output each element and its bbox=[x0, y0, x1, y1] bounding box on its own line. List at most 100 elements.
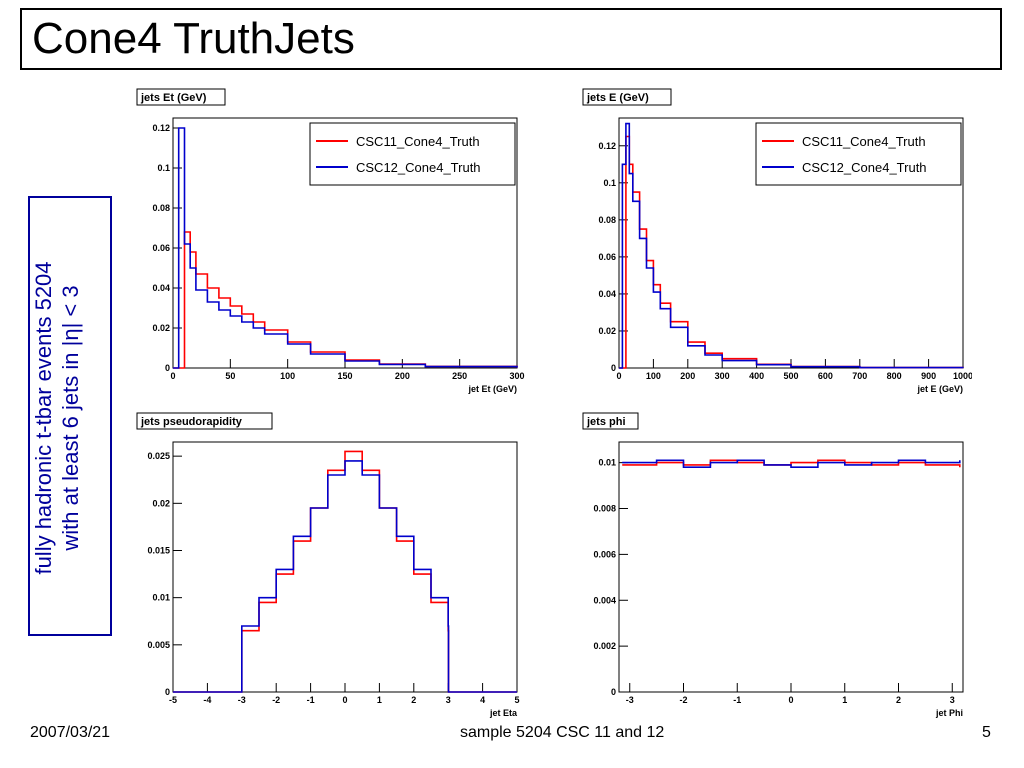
x-tick-label: 150 bbox=[337, 371, 352, 381]
x-tick-label: 4 bbox=[480, 695, 485, 705]
side-label: fully hadronic t-tbar events 5204 with a… bbox=[30, 198, 114, 638]
x-tick-label: 3 bbox=[446, 695, 451, 705]
jets-phi-plot: jets phi 0 0.002 0.004 0.006 0.008 0.01 -3 -2 -1 0… bbox=[582, 412, 964, 718]
jets-eta-plot: jets pseudorapidity 0 0.005 0.01 0.015 0.02 0.… bbox=[136, 412, 520, 718]
plot-title: jets pseudorapidity bbox=[140, 416, 243, 428]
y-tick-label: 0.04 bbox=[152, 283, 170, 293]
x-tick-label: 100 bbox=[280, 371, 295, 381]
x-tick-label: 1 bbox=[377, 695, 382, 705]
x-tick-label: 600 bbox=[818, 371, 833, 381]
side-label-line-2: with at least 6 jets in |η| < 3 bbox=[58, 285, 83, 551]
side-label-box: fully hadronic t-tbar events 5204 with a… bbox=[28, 196, 112, 636]
series-line-csc11 bbox=[173, 231, 518, 369]
x-tick-label: 50 bbox=[225, 371, 235, 381]
x-tick-label: 2 bbox=[896, 695, 901, 705]
legend-label: CSC12_Cone4_Truth bbox=[356, 160, 481, 175]
x-tick-label: 400 bbox=[749, 371, 764, 381]
x-tick-label: -3 bbox=[238, 695, 246, 705]
x-tick-label: 100 bbox=[646, 371, 661, 381]
legend-label: CSC12_Cone4_Truth bbox=[802, 160, 927, 175]
y-tick-label: 0.004 bbox=[593, 595, 616, 605]
plot-title: jets E (GeV) bbox=[586, 92, 649, 104]
x-tick-label: 700 bbox=[852, 371, 867, 381]
y-tick-label: 0 bbox=[611, 363, 616, 373]
y-tick-label: 0 bbox=[611, 687, 616, 697]
plot-title: jets Et (GeV) bbox=[140, 92, 207, 104]
x-tick-label: -1 bbox=[733, 695, 741, 705]
plot-frame bbox=[618, 441, 964, 693]
plot-title: jets phi bbox=[586, 416, 626, 428]
footer-description: sample 5204 CSC 11 and 12 bbox=[460, 724, 665, 741]
slide-title: Cone4 TruthJets bbox=[32, 14, 355, 63]
y-tick-label: 0.02 bbox=[598, 326, 616, 336]
y-tick-label: 0.1 bbox=[157, 163, 170, 173]
x-tick-label: 0 bbox=[616, 371, 621, 381]
x-tick-label: 900 bbox=[921, 371, 936, 381]
x-tick-label: -2 bbox=[679, 695, 687, 705]
x-tick-label: 250 bbox=[452, 371, 467, 381]
y-tick-label: 0.025 bbox=[147, 451, 170, 461]
jets-et-plot: jets Et (GeV) 0 0.02 0.04 0.06 0.08 0.1 0.12 0 50… bbox=[136, 88, 525, 394]
x-tick-label: 2 bbox=[411, 695, 416, 705]
slide-title-box: Cone4 TruthJets bbox=[20, 8, 1002, 70]
legend-label: CSC11_Cone4_Truth bbox=[802, 134, 926, 149]
x-tick-label: 300 bbox=[509, 371, 524, 381]
y-tick-label: 0.015 bbox=[147, 545, 170, 555]
x-tick-label: 300 bbox=[715, 371, 730, 381]
x-tick-label: -4 bbox=[203, 695, 211, 705]
y-tick-label: 0.06 bbox=[598, 252, 616, 262]
y-tick-label: 0.04 bbox=[598, 289, 616, 299]
x-tick-label: 1000 bbox=[953, 371, 972, 381]
series-line-csc12 bbox=[173, 127, 518, 369]
y-tick-label: 0.02 bbox=[152, 498, 170, 508]
y-tick-label: 0.008 bbox=[593, 504, 616, 514]
plot-title-box bbox=[136, 88, 226, 106]
plot-title-box bbox=[582, 412, 639, 430]
y-tick-label: 0.1 bbox=[603, 178, 616, 188]
x-tick-label: 3 bbox=[950, 695, 955, 705]
y-tick-label: 0 bbox=[165, 687, 170, 697]
y-tick-label: 0.12 bbox=[598, 141, 616, 151]
y-tick-label: 0.08 bbox=[152, 203, 170, 213]
x-tick-label: -5 bbox=[169, 695, 177, 705]
footer-date: 2007/03/21 bbox=[30, 724, 111, 741]
x-tick-label: -1 bbox=[307, 695, 315, 705]
y-tick-label: 0 bbox=[165, 363, 170, 373]
y-tick-label: 0.12 bbox=[152, 123, 170, 133]
legend-box bbox=[755, 122, 962, 186]
x-axis-label: jet Et (GeV) bbox=[467, 384, 517, 394]
x-tick-label: -3 bbox=[626, 695, 634, 705]
x-tick-label: 5 bbox=[514, 695, 519, 705]
x-tick-label: 200 bbox=[680, 371, 695, 381]
x-tick-label: 200 bbox=[395, 371, 410, 381]
y-tick-label: 0.01 bbox=[598, 458, 616, 468]
series-line-csc12 bbox=[173, 460, 517, 693]
x-axis-label: jet E (GeV) bbox=[916, 384, 963, 394]
legend-box bbox=[309, 122, 516, 186]
series-line-csc12 bbox=[622, 459, 961, 468]
plot-frame bbox=[172, 441, 518, 693]
x-tick-label: 500 bbox=[783, 371, 798, 381]
y-tick-label: 0.002 bbox=[593, 641, 616, 651]
jets-e-plot: jets E (GeV) 0 0.02 0.04 0.06 0.08 0.1 0.12 0 100… bbox=[582, 88, 972, 394]
y-tick-label: 0.005 bbox=[147, 640, 170, 650]
x-axis-label: jet Eta bbox=[489, 708, 518, 718]
x-tick-label: 800 bbox=[887, 371, 902, 381]
y-tick-label: 0.006 bbox=[593, 549, 616, 559]
side-label-line-1: fully hadronic t-tbar events 5204 bbox=[31, 261, 56, 575]
y-tick-label: 0.06 bbox=[152, 243, 170, 253]
series-line-csc12 bbox=[619, 122, 964, 369]
x-axis-label: jet Phi bbox=[935, 708, 963, 718]
plot-title-box bbox=[582, 88, 672, 106]
x-tick-label: 1 bbox=[842, 695, 847, 705]
y-tick-label: 0.02 bbox=[152, 323, 170, 333]
page-number: 5 bbox=[982, 724, 991, 741]
y-tick-label: 0.01 bbox=[152, 593, 170, 603]
y-tick-label: 0.08 bbox=[598, 215, 616, 225]
x-tick-label: 0 bbox=[170, 371, 175, 381]
legend-label: CSC11_Cone4_Truth bbox=[356, 134, 480, 149]
x-tick-label: -2 bbox=[272, 695, 280, 705]
x-tick-label: 0 bbox=[342, 695, 347, 705]
x-tick-label: 0 bbox=[788, 695, 793, 705]
plot-title-box bbox=[136, 412, 273, 430]
